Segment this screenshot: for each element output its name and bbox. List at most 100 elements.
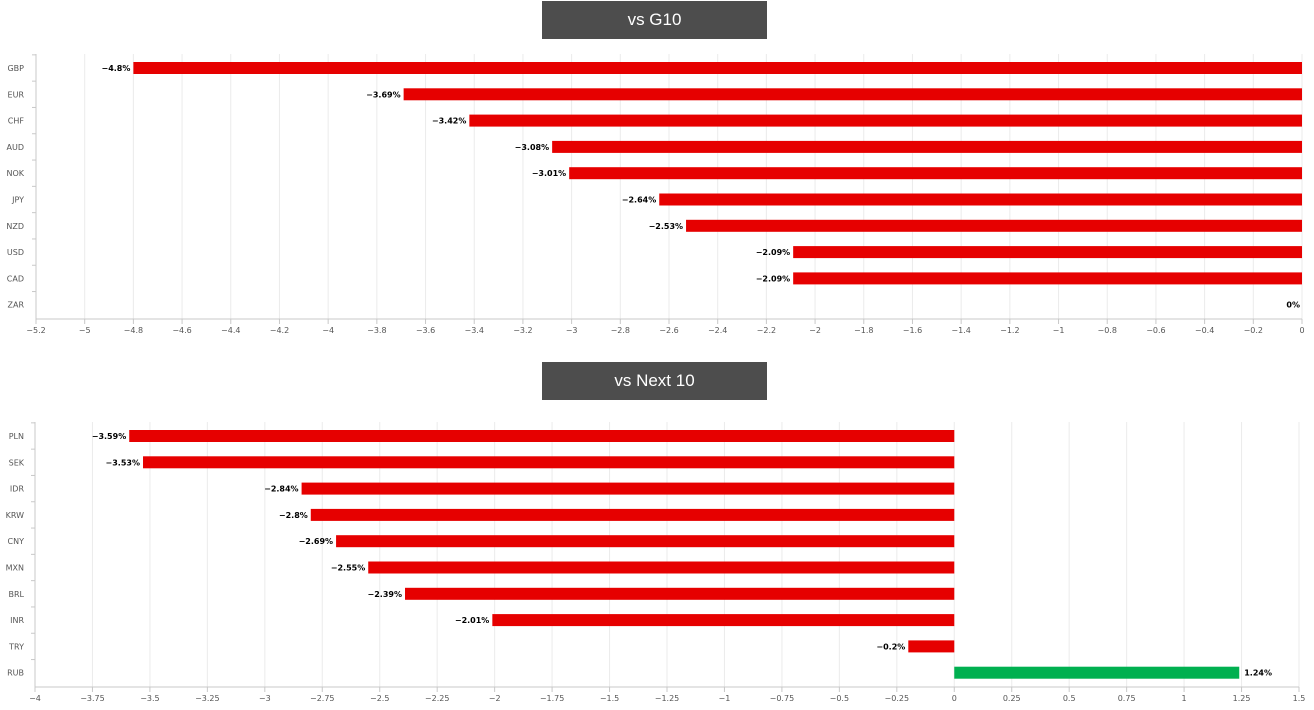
x-tick-label: −3.8 — [367, 326, 386, 335]
x-tick-label: −1.8 — [854, 326, 873, 335]
x-tick-label: −1.75 — [540, 694, 565, 703]
x-tick-label: −1.25 — [655, 694, 680, 703]
data-label-try: −0.2% — [876, 642, 905, 651]
category-label-idr: IDR — [10, 485, 25, 494]
bar-rub — [954, 666, 1240, 679]
category-label-sek: SEK — [9, 458, 25, 467]
data-label-brl: −2.39% — [368, 590, 402, 599]
category-label-zar: ZAR — [7, 301, 24, 310]
bar-nok — [569, 167, 1302, 180]
x-tick-label: 0 — [1299, 326, 1304, 335]
x-tick-label: 0.25 — [1003, 694, 1021, 703]
bar-inr — [492, 614, 955, 627]
data-label-cny: −2.69% — [299, 537, 333, 546]
category-label-eur: EUR — [8, 90, 25, 99]
x-tick-label: −4 — [322, 326, 334, 335]
x-tick-label: −0.75 — [770, 694, 795, 703]
x-tick-label: −1.6 — [903, 326, 922, 335]
category-label-usd: USD — [7, 248, 24, 257]
bar-idr — [301, 482, 955, 495]
x-tick-label: −0.25 — [885, 694, 910, 703]
x-tick-label: −2.2 — [757, 326, 776, 335]
bar-pln — [129, 430, 955, 442]
x-tick-label: −5.2 — [26, 326, 45, 335]
category-label-gbp: GBP — [7, 64, 24, 73]
x-tick-label: −2.6 — [659, 326, 678, 335]
x-tick-label: 1.25 — [1233, 694, 1251, 703]
bar-mxn — [368, 561, 955, 574]
category-label-cny: CNY — [8, 537, 25, 546]
bar-krw — [310, 508, 955, 521]
category-label-chf: CHF — [8, 117, 25, 126]
category-label-nok: NOK — [6, 169, 24, 178]
bar-chart-g10: −5.2 −5 −4.8 −4.6 −4.4 −4.2 −4 −3.8 −3.6 −3.4 −3.2… — [6, 54, 1305, 335]
data-label-cad: −2.09% — [756, 274, 790, 283]
data-label-mxn: −2.55% — [331, 564, 365, 573]
bar-nzd — [686, 219, 1302, 232]
x-tick-label: −3.75 — [80, 694, 105, 703]
bar-jpy — [659, 193, 1302, 206]
x-tick-label: 0.5 — [1063, 694, 1076, 703]
x-tick-label: −2.8 — [611, 326, 630, 335]
data-label-nok: −3.01% — [532, 169, 566, 178]
category-label-rub: RUB — [7, 669, 24, 678]
category-label-jpy: JPY — [11, 196, 24, 205]
x-tick-label: 0.75 — [1118, 694, 1136, 703]
data-label-krw: −2.8% — [279, 511, 308, 520]
x-tick-label: −0.4 — [1195, 326, 1214, 335]
data-label-sek: −3.53% — [106, 458, 140, 467]
category-label-cad: CAD — [7, 274, 24, 283]
bar-gbp — [133, 62, 1302, 74]
x-tick-label: −3.6 — [416, 326, 435, 335]
data-label-chf: −3.42% — [432, 117, 466, 126]
x-tick-label: −2 — [809, 326, 821, 335]
x-tick-label: −0.6 — [1146, 326, 1165, 335]
category-label-nzd: NZD — [6, 222, 24, 231]
x-tick-label: −2.5 — [370, 694, 389, 703]
bar-eur — [403, 88, 1302, 101]
x-tick-label: −5 — [79, 326, 91, 335]
x-tick-label: −1 — [719, 694, 731, 703]
x-tick-label: −4.6 — [172, 326, 191, 335]
x-tick-label: −3.4 — [465, 326, 484, 335]
bar-usd — [793, 246, 1302, 259]
x-tick-label: −4.4 — [221, 326, 240, 335]
chart-title-g10: vs G10 — [542, 1, 767, 39]
category-label-pln: PLN — [9, 432, 24, 441]
x-tick-label: 0 — [952, 694, 957, 703]
x-tick-label: −3 — [259, 694, 271, 703]
data-label-jpy: −2.64% — [622, 196, 656, 205]
x-tick-label: −0.2 — [1244, 326, 1263, 335]
data-label-usd: −2.09% — [756, 248, 790, 257]
data-label-aud: −3.08% — [515, 143, 549, 152]
x-tick-label: −1 — [1053, 326, 1065, 335]
data-label-gbp: −4.8% — [101, 64, 130, 73]
category-label-krw: KRW — [6, 511, 24, 520]
x-tick-label: −2.4 — [708, 326, 727, 335]
bar-chf — [469, 114, 1302, 127]
category-label-try: TRY — [8, 642, 24, 651]
x-tick-label: −3.5 — [140, 694, 159, 703]
data-label-nzd: −2.53% — [649, 222, 683, 231]
x-tick-label: −2.75 — [310, 694, 335, 703]
category-label-aud: AUD — [7, 143, 25, 152]
bar-try — [908, 640, 955, 653]
category-label-brl: BRL — [8, 590, 24, 599]
bar-cny — [336, 535, 955, 548]
x-tick-label: −1.2 — [1000, 326, 1019, 335]
x-tick-label: −4 — [29, 694, 41, 703]
data-label-zar: 0% — [1286, 301, 1300, 310]
data-label-inr: −2.01% — [455, 616, 489, 625]
x-tick-label: 1.5 — [1293, 694, 1306, 703]
x-tick-label: −4.8 — [124, 326, 143, 335]
data-label-rub: 1.24% — [1244, 669, 1272, 678]
category-label-inr: INR — [10, 616, 24, 625]
x-tick-label: −0.8 — [1098, 326, 1117, 335]
data-label-idr: −2.84% — [264, 485, 298, 494]
chart-title-next10: vs Next 10 — [542, 362, 767, 400]
x-tick-label: −4.2 — [270, 326, 289, 335]
x-tick-label: −1.4 — [951, 326, 970, 335]
bar-aud — [552, 140, 1302, 153]
x-tick-label: 1 — [1182, 694, 1187, 703]
data-label-pln: −3.59% — [92, 432, 126, 441]
